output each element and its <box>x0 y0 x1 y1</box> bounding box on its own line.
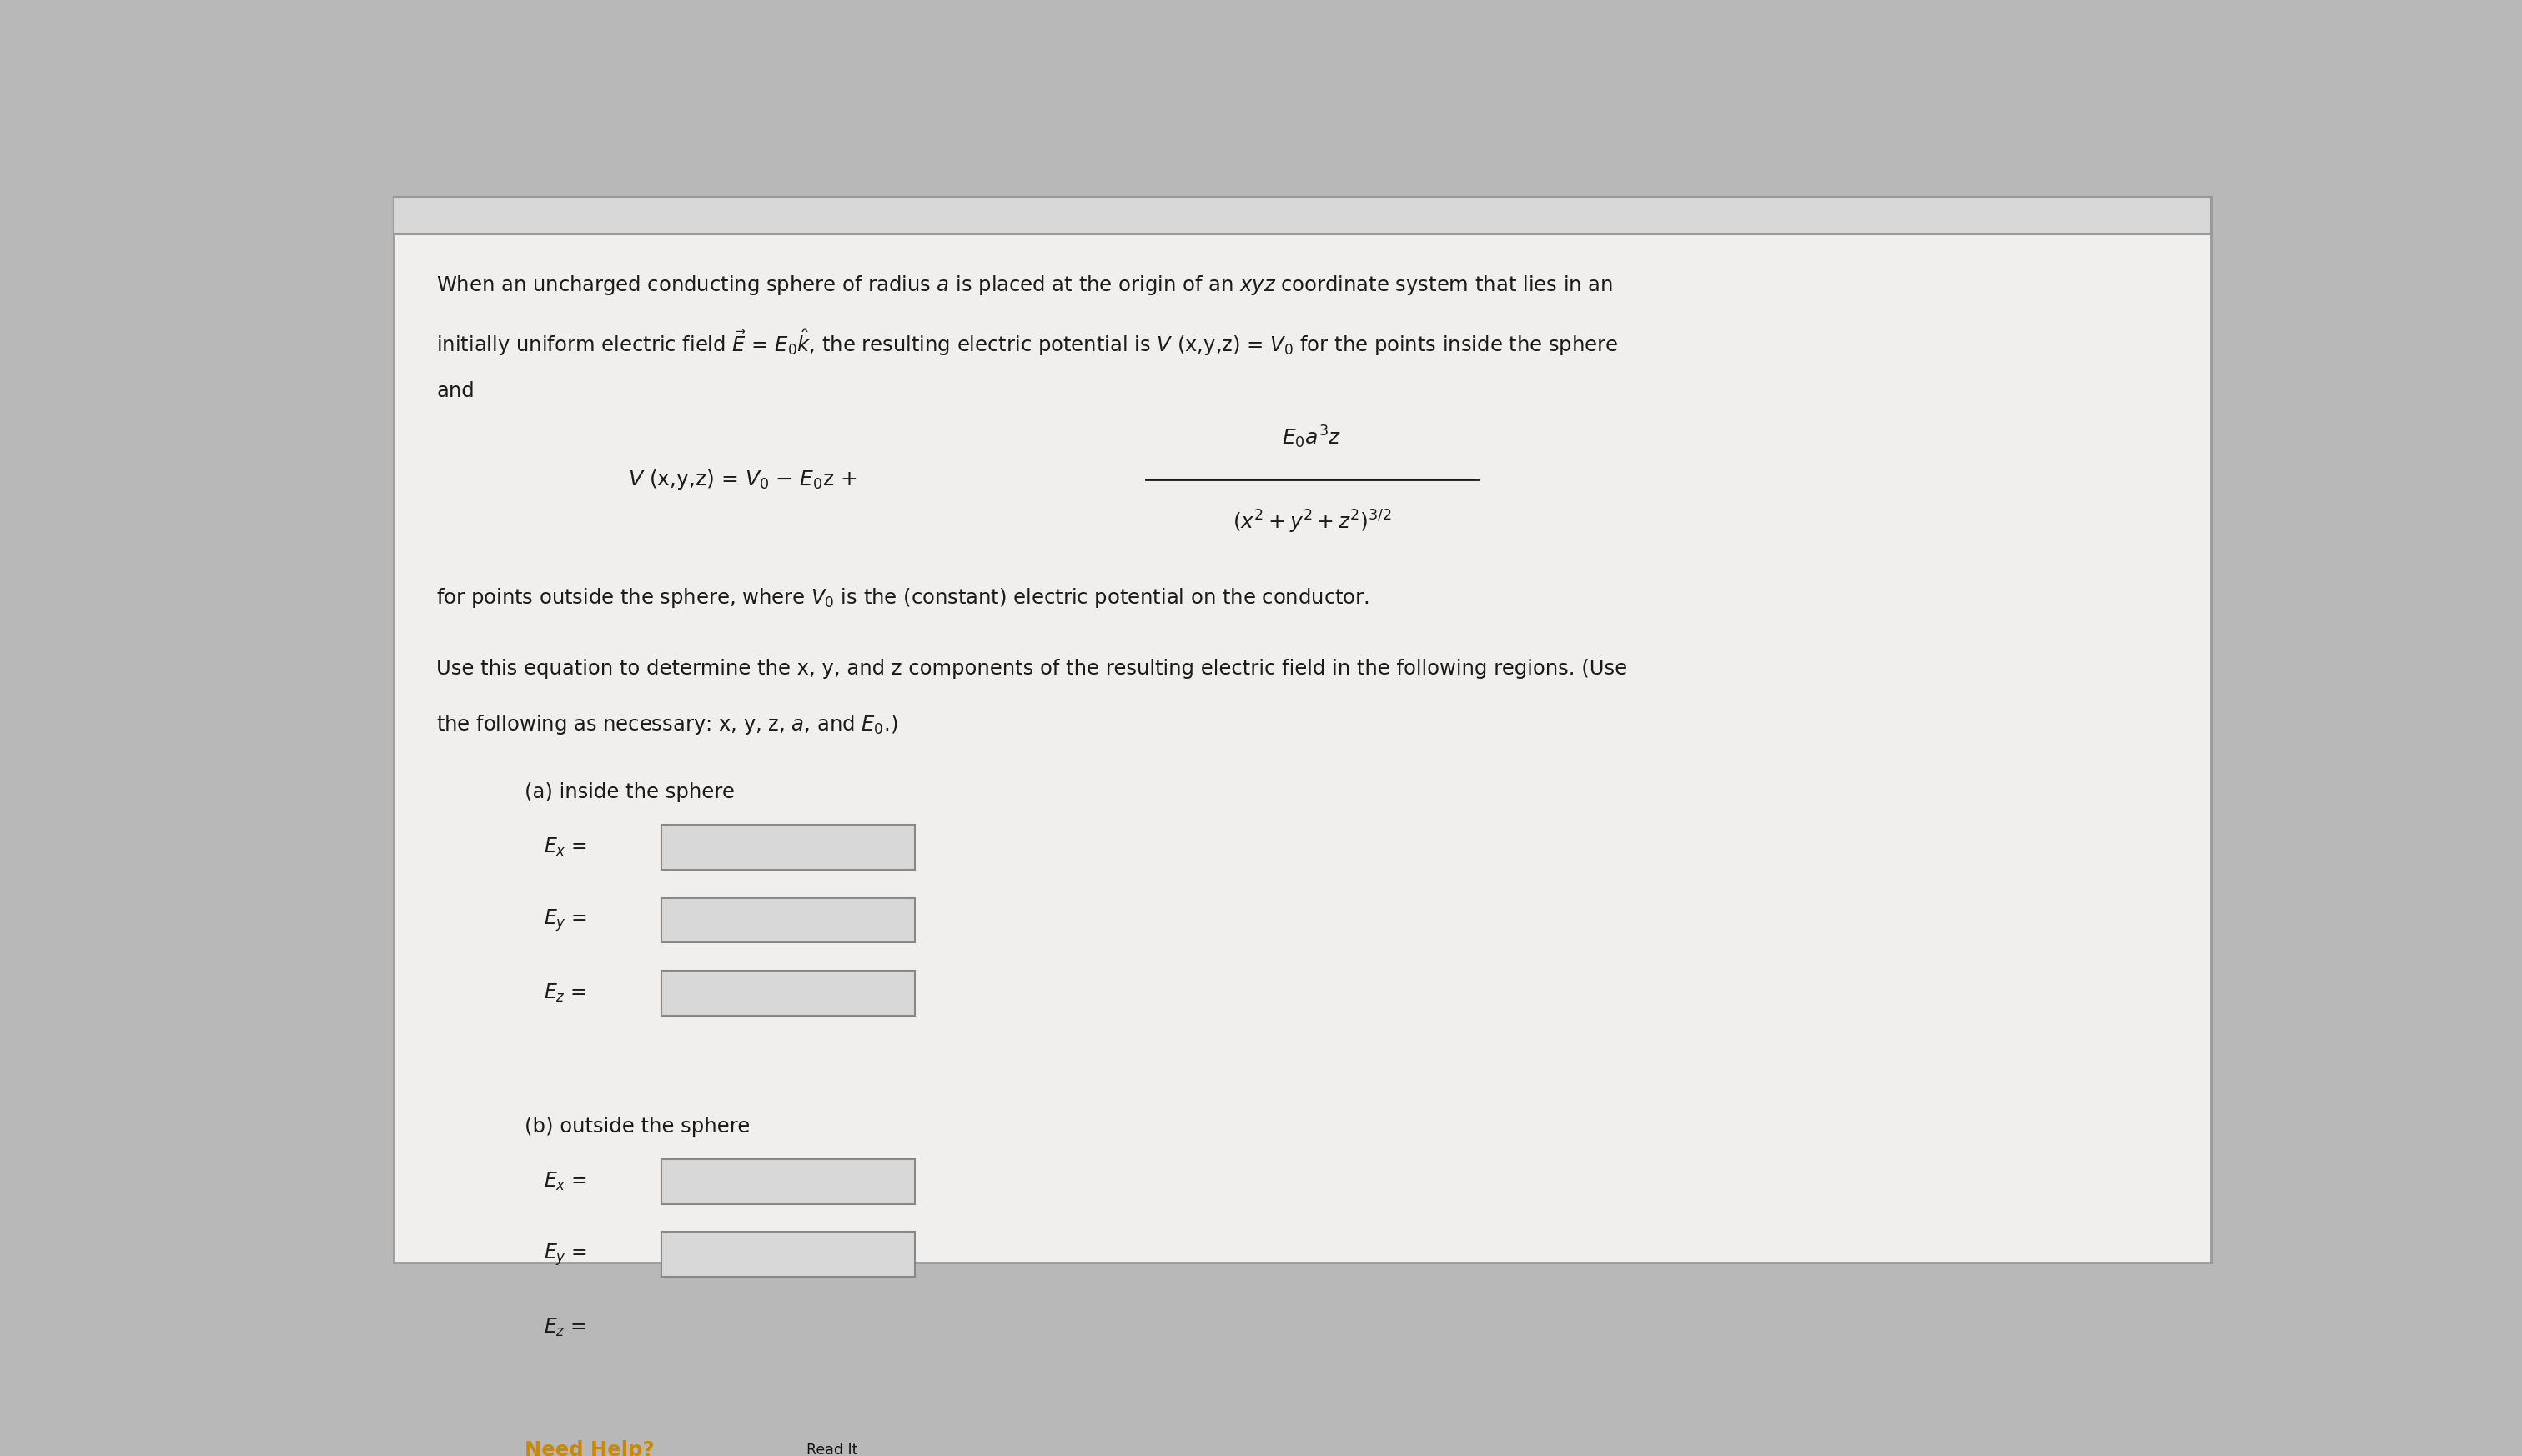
FancyBboxPatch shape <box>393 197 2212 234</box>
Text: $E_z$ =: $E_z$ = <box>545 983 588 1005</box>
Text: Need Help?: Need Help? <box>525 1440 653 1456</box>
Text: $E_x$ =: $E_x$ = <box>545 1171 588 1192</box>
Text: $E_y$ =: $E_y$ = <box>545 1242 588 1267</box>
Text: Use this equation to determine the x, y, and z components of the resulting elect: Use this equation to determine the x, y,… <box>436 660 1627 678</box>
FancyBboxPatch shape <box>661 898 915 942</box>
Text: $V$ (x,y,z) = $V_0$ $-$ $E_0$z +: $V$ (x,y,z) = $V_0$ $-$ $E_0$z + <box>628 467 857 491</box>
Text: (b) outside the sphere: (b) outside the sphere <box>525 1117 749 1137</box>
Text: $E_z$ =: $E_z$ = <box>545 1316 588 1338</box>
Text: When an uncharged conducting sphere of radius $a$ is placed at the origin of an : When an uncharged conducting sphere of r… <box>436 274 1614 297</box>
Text: $(x^2 + y^2 + z^2)^{3/2}$: $(x^2 + y^2 + z^2)^{3/2}$ <box>1233 508 1392 536</box>
FancyBboxPatch shape <box>661 971 915 1016</box>
Text: the following as necessary: x, y, z, $a$, and $E_0$.): the following as necessary: x, y, z, $a$… <box>436 713 898 737</box>
Text: initially uniform electric field $\vec{E}$ = $E_0\hat{k}$, the resulting electri: initially uniform electric field $\vec{E… <box>436 328 1619 358</box>
Text: for points outside the sphere, where $V_0$ is the (constant) electric potential : for points outside the sphere, where $V_… <box>436 587 1369 610</box>
Text: $E_y$ =: $E_y$ = <box>545 907 588 933</box>
Text: $E_0 a^3 z$: $E_0 a^3 z$ <box>1281 424 1342 450</box>
FancyBboxPatch shape <box>661 1159 915 1204</box>
Text: Read It: Read It <box>807 1443 857 1456</box>
FancyBboxPatch shape <box>661 1305 915 1350</box>
Text: (a) inside the sphere: (a) inside the sphere <box>525 782 734 802</box>
FancyBboxPatch shape <box>661 826 915 869</box>
Text: $E_x$ =: $E_x$ = <box>545 836 588 859</box>
FancyBboxPatch shape <box>393 197 2212 1262</box>
Text: and: and <box>436 381 474 400</box>
FancyBboxPatch shape <box>749 1430 915 1456</box>
FancyBboxPatch shape <box>661 1232 915 1277</box>
